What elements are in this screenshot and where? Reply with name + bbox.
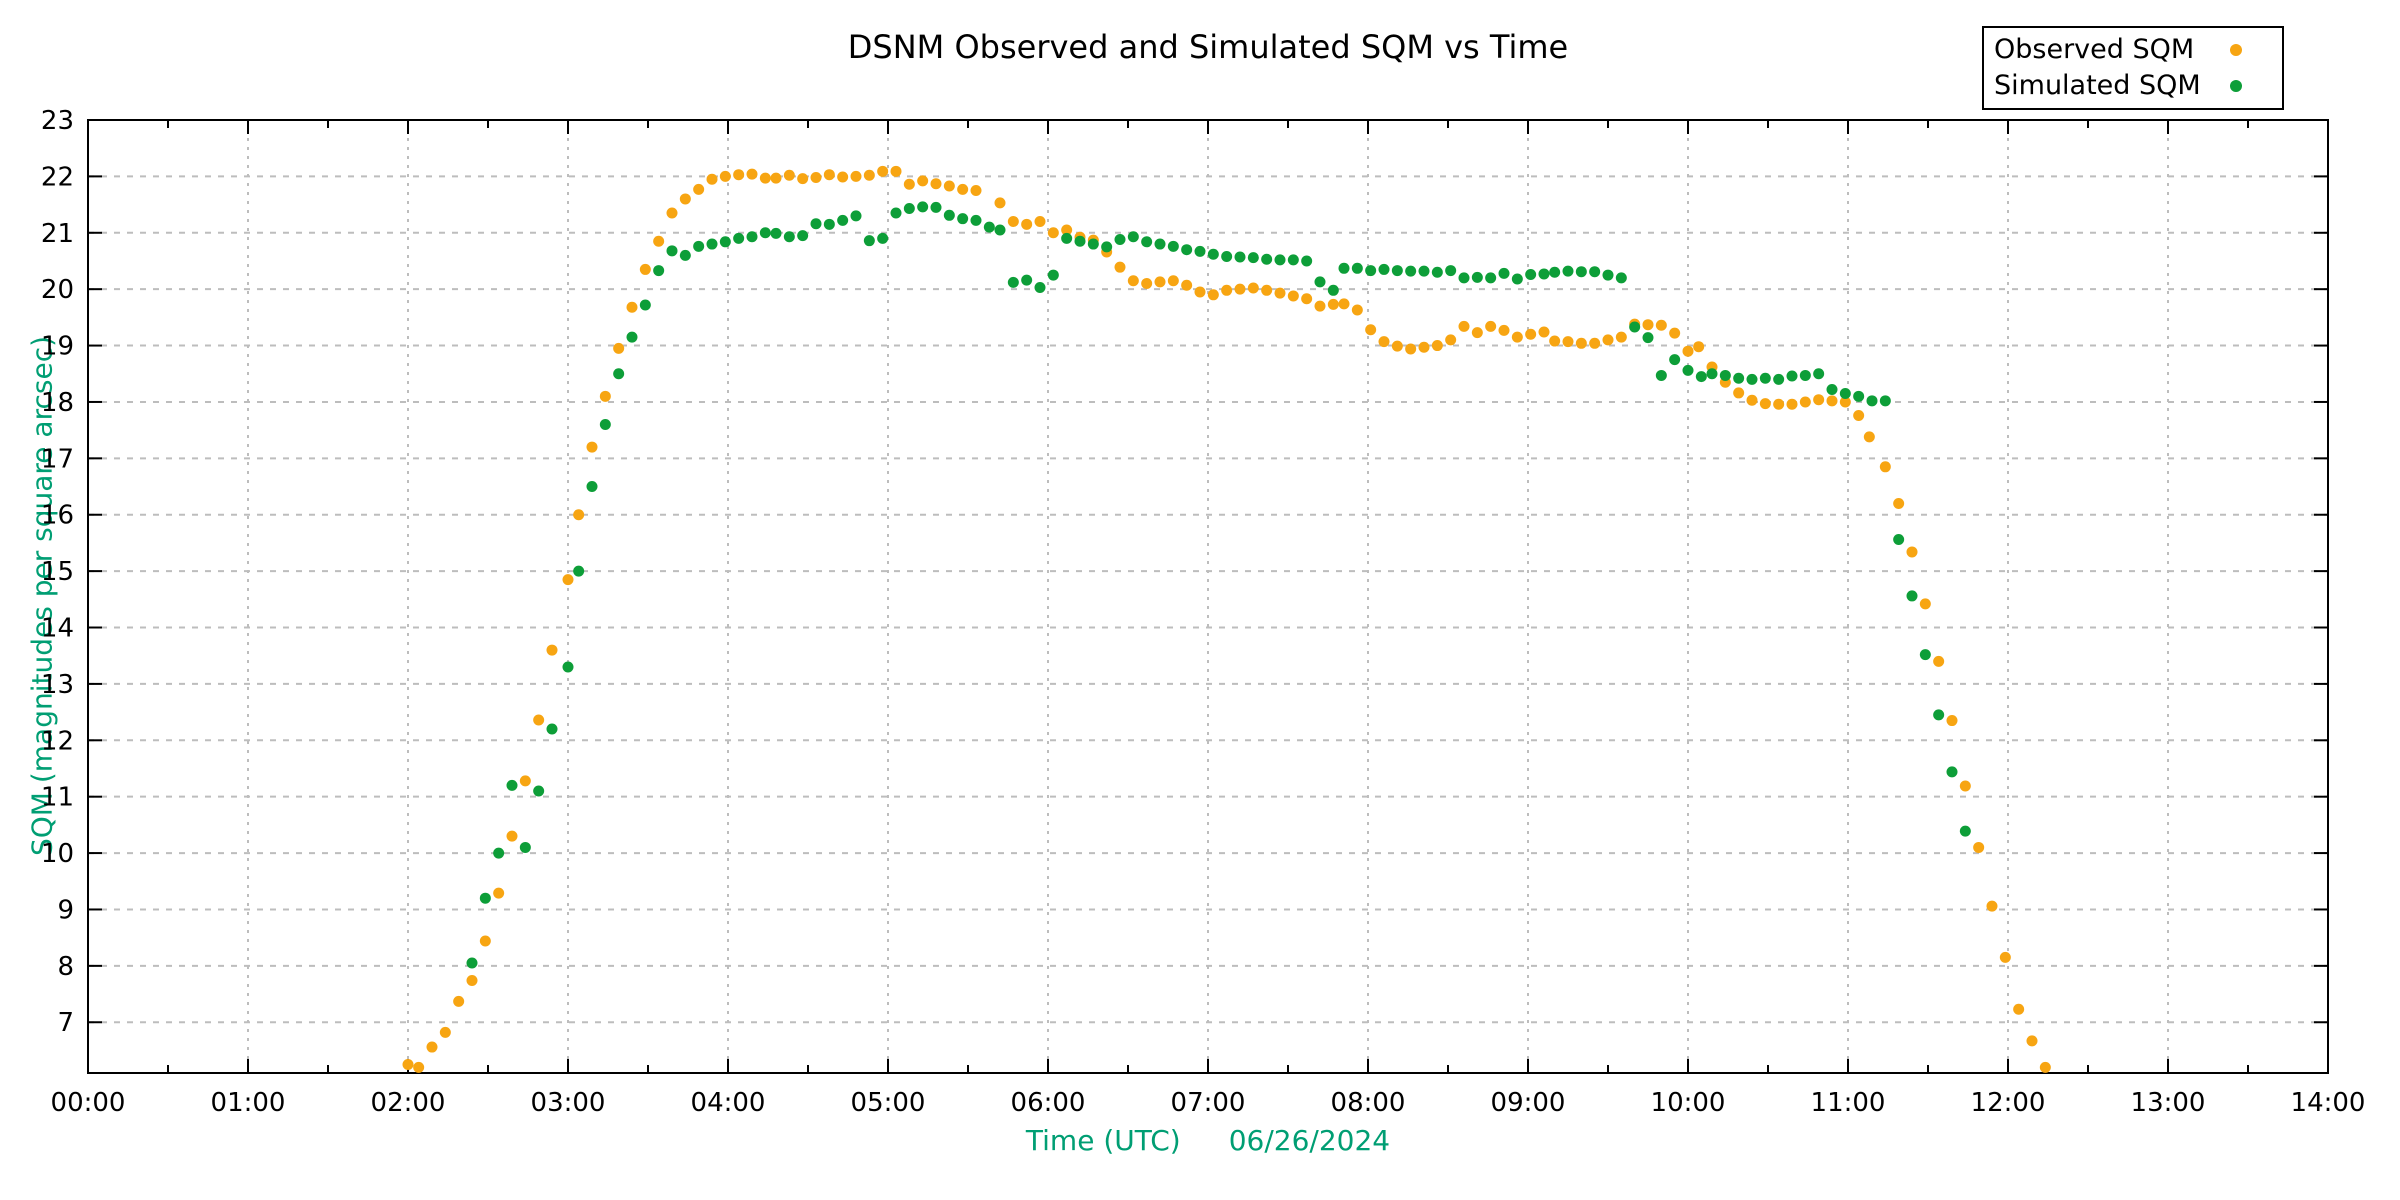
- chart-title: DSNM Observed and Simulated SQM vs Time: [847, 28, 1569, 66]
- svg-text:11: 11: [41, 783, 74, 813]
- svg-text:19: 19: [41, 332, 74, 362]
- svg-text:7: 7: [57, 1008, 74, 1038]
- svg-text:09:00: 09:00: [1491, 1088, 1566, 1118]
- svg-text:11:00: 11:00: [1811, 1088, 1886, 1118]
- svg-text:9: 9: [57, 895, 74, 925]
- svg-text:03:00: 03:00: [531, 1088, 606, 1118]
- svg-text:06:00: 06:00: [1011, 1088, 1086, 1118]
- svg-text:17: 17: [41, 444, 74, 474]
- svg-text:14:00: 14:00: [2291, 1088, 2366, 1118]
- svg-text:07:00: 07:00: [1171, 1088, 1246, 1118]
- svg-text:10:00: 10:00: [1651, 1088, 1726, 1118]
- legend-row-simulated: Simulated SQM: [1984, 68, 2282, 104]
- legend-label-simulated: Simulated SQM: [1994, 70, 2201, 101]
- legend-row-observed: Observed SQM: [1984, 32, 2282, 68]
- svg-text:01:00: 01:00: [211, 1088, 286, 1118]
- observed-marker-icon: [2230, 44, 2242, 56]
- svg-text:05:00: 05:00: [851, 1088, 926, 1118]
- svg-text:14: 14: [41, 614, 74, 644]
- svg-text:20: 20: [41, 275, 74, 305]
- svg-text:12: 12: [41, 726, 74, 756]
- legend-label-observed: Observed SQM: [1994, 34, 2195, 65]
- svg-text:13:00: 13:00: [2131, 1088, 2206, 1118]
- svg-text:15: 15: [41, 557, 74, 587]
- svg-text:21: 21: [41, 219, 74, 249]
- svg-text:8: 8: [57, 952, 74, 982]
- date-label: 06/26/2024: [1228, 1124, 1391, 1157]
- x-axis-label-row: Time (UTC) 06/26/2024: [88, 1124, 2328, 1157]
- svg-text:13: 13: [41, 670, 74, 700]
- svg-text:00:00: 00:00: [51, 1088, 126, 1118]
- svg-text:23: 23: [41, 106, 74, 136]
- simulated-marker-icon: [2230, 80, 2242, 92]
- svg-text:10: 10: [41, 839, 74, 869]
- svg-text:04:00: 04:00: [691, 1088, 766, 1118]
- legend: Observed SQM Simulated SQM: [1982, 26, 2284, 110]
- x-axis-label: Time (UTC): [1025, 1124, 1181, 1157]
- svg-text:16: 16: [41, 501, 74, 531]
- svg-text:02:00: 02:00: [371, 1088, 446, 1118]
- svg-text:18: 18: [41, 388, 74, 418]
- svg-text:08:00: 08:00: [1331, 1088, 1406, 1118]
- svg-text:12:00: 12:00: [1971, 1088, 2046, 1118]
- svg-text:22: 22: [41, 162, 74, 192]
